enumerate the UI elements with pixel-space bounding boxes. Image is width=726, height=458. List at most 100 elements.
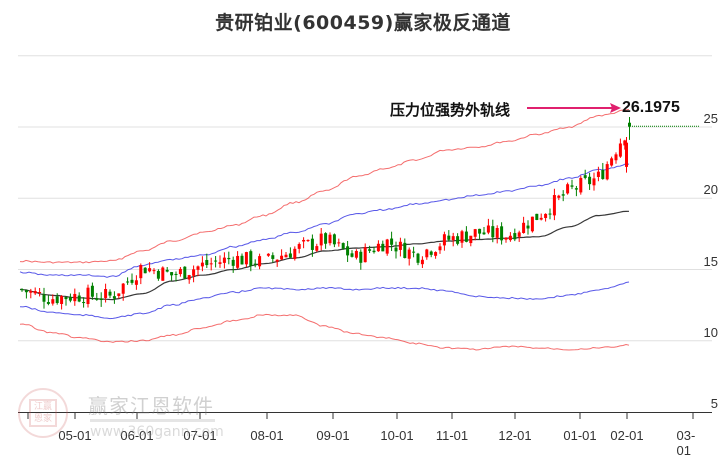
- x-axis-label: 09-01: [316, 428, 350, 443]
- x-axis-label: 03-01: [676, 428, 696, 458]
- candle-up: [517, 232, 521, 237]
- inner-lower-band-line: [19, 281, 630, 320]
- candle-down: [143, 267, 147, 274]
- candle-down: [112, 296, 116, 299]
- candle-up: [504, 237, 508, 240]
- candle-up: [486, 225, 490, 233]
- candle-down: [156, 270, 160, 279]
- candle-down: [253, 263, 257, 265]
- candle-up: [363, 247, 367, 263]
- candle-down: [416, 253, 420, 263]
- candle-up: [306, 239, 310, 241]
- candle-down: [227, 257, 231, 260]
- candle-up: [425, 249, 429, 258]
- candle-down: [368, 249, 372, 251]
- inner-upper-band-line: [19, 163, 630, 278]
- candle-down: [491, 226, 495, 238]
- candle-up: [473, 229, 477, 237]
- candle-down: [82, 302, 86, 304]
- candle-up: [376, 243, 380, 252]
- candle-down: [548, 213, 552, 215]
- candle-up: [552, 195, 556, 216]
- candle-up: [596, 171, 600, 177]
- candle-down: [174, 273, 178, 275]
- candle-up: [236, 255, 240, 268]
- candle-up: [337, 242, 341, 244]
- candle-up: [152, 270, 156, 272]
- candle-up: [508, 235, 512, 241]
- logo-char: 赢: [43, 402, 53, 412]
- candle-up: [104, 289, 108, 298]
- candle-down: [482, 232, 486, 235]
- candle-up: [302, 239, 306, 242]
- candle-up: [178, 268, 182, 275]
- candle-up: [522, 222, 526, 234]
- x-axis-label: 07-01: [183, 428, 217, 443]
- candle-down: [332, 234, 336, 245]
- candle-down: [68, 296, 72, 301]
- candle-down: [350, 253, 354, 257]
- watermark-url: www.360gann.com: [90, 424, 224, 440]
- candle-up: [566, 184, 570, 194]
- resistance-annotation-value: 26.1975: [622, 99, 680, 116]
- candle-up: [420, 259, 424, 265]
- candle-down: [464, 231, 468, 242]
- candle-up: [51, 299, 55, 304]
- candle-up: [196, 266, 200, 270]
- candle-up: [544, 213, 548, 219]
- candle-up: [60, 296, 64, 304]
- candle-up: [134, 280, 138, 285]
- candle-up: [328, 234, 332, 244]
- candle-up: [293, 248, 297, 259]
- candle-up: [354, 250, 358, 258]
- candle-down: [588, 176, 592, 185]
- candle-up: [451, 236, 455, 241]
- candle-down: [359, 251, 363, 263]
- watermark-logo-icon: 江赢 恩家: [18, 388, 68, 438]
- candle-up: [434, 252, 438, 256]
- candle-down: [55, 296, 59, 304]
- y-axis-label: 10: [703, 324, 718, 340]
- candle-down: [240, 255, 244, 265]
- candle-down: [394, 247, 398, 252]
- candle-up: [148, 268, 152, 272]
- candle-up: [460, 231, 464, 243]
- y-axis-label: 20: [703, 182, 718, 198]
- candle-down: [412, 251, 416, 253]
- candle-up: [284, 254, 288, 258]
- candle-down: [205, 259, 209, 266]
- candle-up: [121, 283, 125, 294]
- candle-down: [90, 285, 94, 297]
- annotation-arrow-head-icon: [610, 103, 621, 113]
- candle-down: [108, 291, 112, 296]
- candle-down: [214, 260, 218, 262]
- candle-down: [126, 281, 130, 283]
- candle-up: [86, 287, 90, 305]
- candle-down: [324, 233, 328, 244]
- candle-up: [297, 244, 301, 249]
- logo-char: 恩: [33, 414, 43, 424]
- candle-up: [539, 217, 543, 220]
- candle-down: [535, 213, 539, 220]
- candle-up: [579, 177, 583, 193]
- y-axis-label: 5: [710, 396, 718, 411]
- candle-up: [315, 246, 319, 251]
- candle-down: [24, 290, 28, 293]
- candle-down: [526, 225, 530, 229]
- candle-down: [42, 294, 46, 302]
- candle-down: [628, 122, 631, 127]
- x-axis-label: 01-01: [563, 428, 597, 443]
- candle-up: [280, 255, 284, 260]
- candle-up: [385, 239, 389, 254]
- candle-down: [165, 269, 169, 272]
- candle-up: [438, 246, 442, 251]
- candle-up: [33, 291, 37, 294]
- candle-up: [209, 263, 213, 265]
- candle-up: [605, 164, 609, 180]
- chart-title: 贵研铂业(600459)赢家极反通道: [215, 12, 511, 34]
- candle-up: [73, 293, 77, 302]
- outer-lower-band-line: [19, 313, 630, 351]
- candle-up: [244, 252, 248, 265]
- candle-up: [407, 249, 411, 259]
- candle-up: [623, 140, 627, 146]
